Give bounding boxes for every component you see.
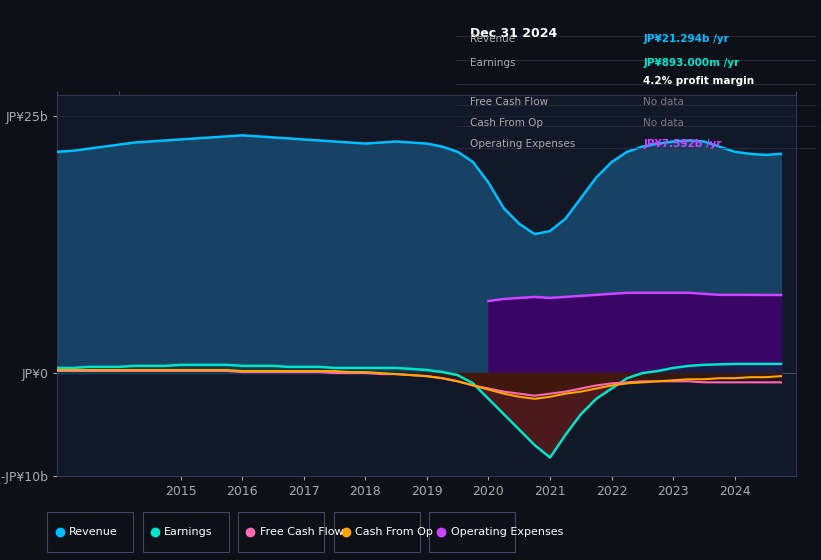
- Text: No data: No data: [644, 118, 685, 128]
- Text: Earnings: Earnings: [164, 527, 213, 537]
- Text: Cash From Op: Cash From Op: [470, 118, 544, 128]
- Text: JP¥7.592b /yr: JP¥7.592b /yr: [644, 139, 722, 150]
- Text: No data: No data: [644, 97, 685, 107]
- Text: JP¥893.000m /yr: JP¥893.000m /yr: [644, 58, 740, 68]
- Text: 4.2% profit margin: 4.2% profit margin: [644, 76, 754, 86]
- Text: Free Cash Flow: Free Cash Flow: [470, 97, 548, 107]
- Text: Operating Expenses: Operating Expenses: [451, 527, 563, 537]
- Text: JP¥21.294b /yr: JP¥21.294b /yr: [644, 34, 729, 44]
- Text: Operating Expenses: Operating Expenses: [470, 139, 576, 150]
- Text: Dec 31 2024: Dec 31 2024: [470, 26, 557, 40]
- Text: Revenue: Revenue: [69, 527, 117, 537]
- Text: Free Cash Flow: Free Cash Flow: [259, 527, 343, 537]
- Text: Earnings: Earnings: [470, 58, 516, 68]
- Text: Cash From Op: Cash From Op: [355, 527, 433, 537]
- Text: Revenue: Revenue: [470, 34, 516, 44]
